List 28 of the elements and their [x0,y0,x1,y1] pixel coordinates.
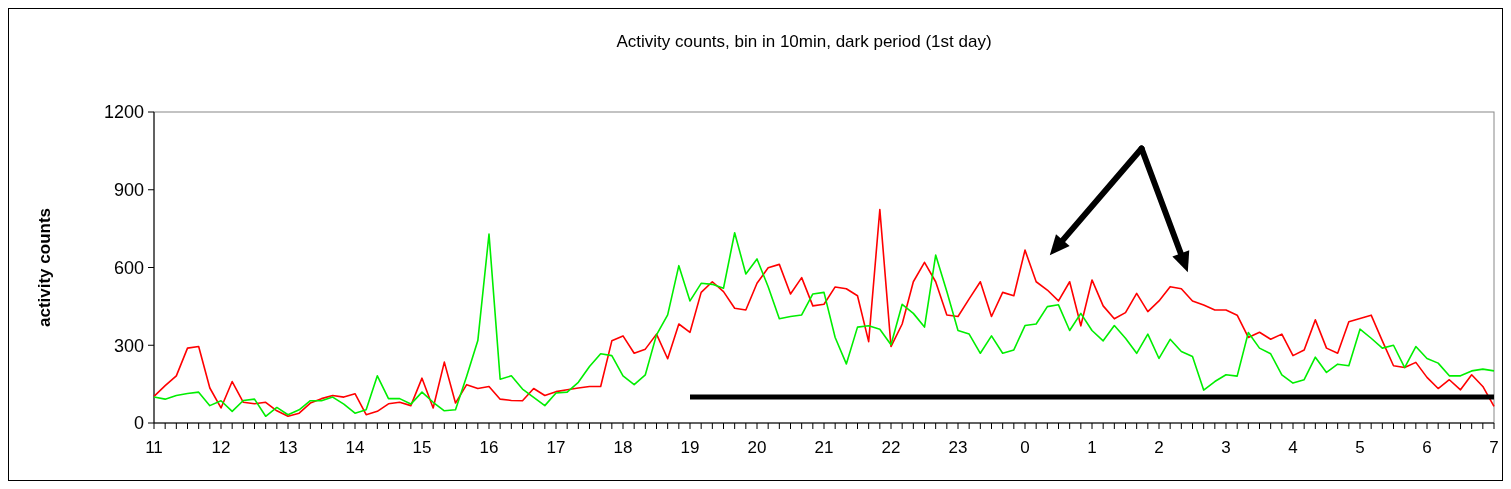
y-tick-label: 0 [133,413,144,434]
x-tick-label: 15 [412,438,432,457]
x-tick-label: 20 [747,438,767,457]
x-tick-label: 13 [278,438,298,457]
x-tick-label: 19 [680,438,700,457]
x-tick-label: 2 [1154,438,1164,457]
x-tick-label: 16 [479,438,499,457]
x-tick-label: 1 [1087,438,1097,457]
x-tick-label: 7 [1489,438,1499,457]
chart-title: Activity counts, bin in 10min, dark period (1st day) [616,32,992,51]
y-tick-label: 600 [113,257,144,278]
x-tick-label: 0 [1020,438,1030,457]
x-tick-label: 4 [1288,438,1298,457]
y-tick-label: 300 [113,335,144,356]
x-tick-label: 11 [145,438,163,457]
x-tick-label: 14 [345,438,365,457]
y-tick-label: 1200 [103,102,144,123]
y-tick-label: 900 [113,180,144,201]
x-tick-label: 3 [1221,438,1231,457]
x-tick-label: 23 [948,438,968,457]
x-tick-label: 6 [1422,438,1432,457]
x-tick-label: 12 [211,438,231,457]
x-tick-label: 17 [546,438,566,457]
x-tick-label: 22 [881,438,901,457]
x-tick-label: 18 [613,438,633,457]
x-tick-label: 5 [1355,438,1365,457]
x-tick-label: 21 [814,438,834,457]
y-axis-title: activity counts [35,207,54,328]
